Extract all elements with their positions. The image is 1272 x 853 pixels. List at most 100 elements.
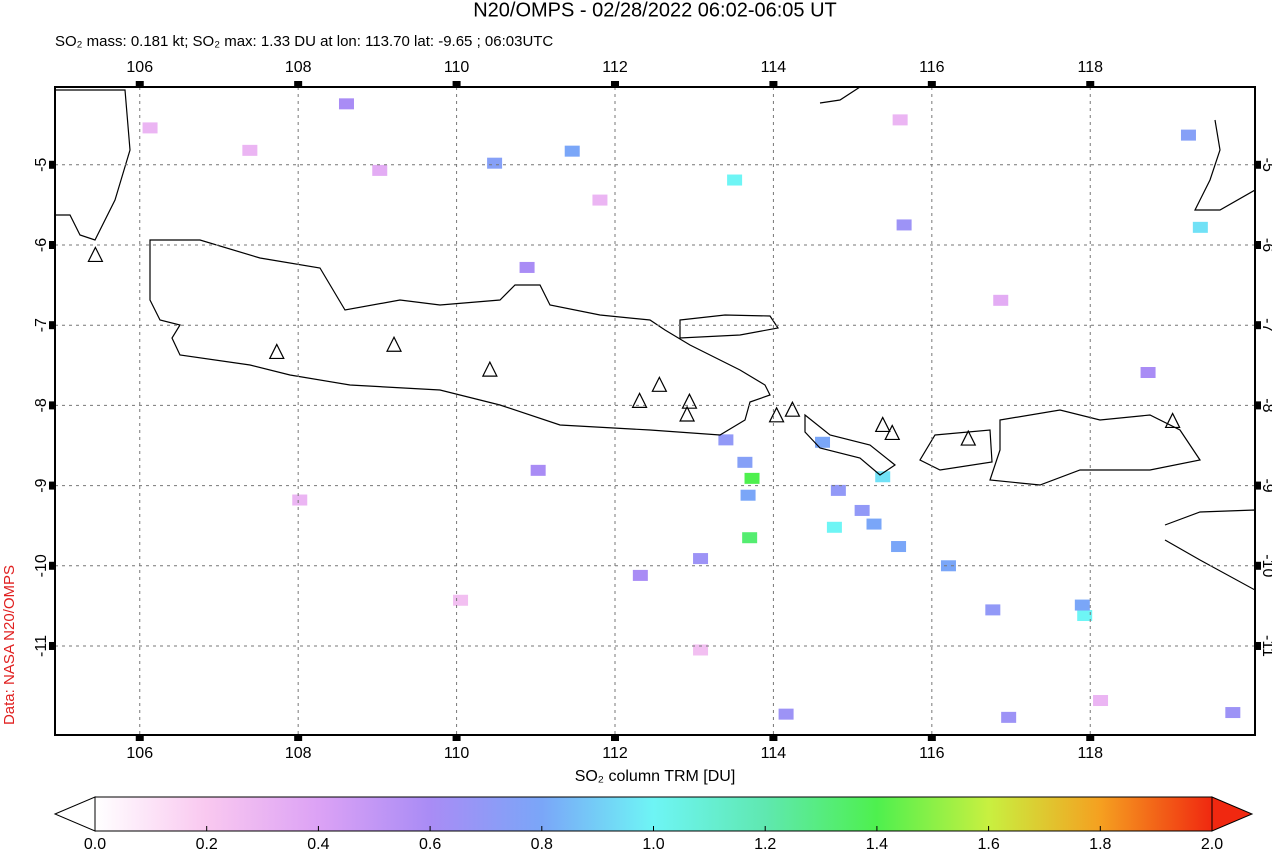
y-tick-label: -10 <box>1259 554 1272 577</box>
so2-pixel <box>453 594 469 606</box>
x-tick-label: 108 <box>285 59 312 76</box>
coastline-java <box>149 239 771 436</box>
volcano <box>768 406 785 423</box>
colorbar-tick-label: 1.6 <box>977 836 999 853</box>
so2-pixel <box>815 436 831 448</box>
volcano <box>386 335 402 352</box>
y-tick-label: -10 <box>33 554 50 577</box>
y-tick-label: -6 <box>33 238 50 252</box>
colorbar-tick-label: 1.0 <box>642 836 664 853</box>
so2-pixel <box>985 604 1001 616</box>
volcano <box>960 429 977 446</box>
colorbar-tick-label: 1.2 <box>754 836 776 853</box>
so2-pixel <box>693 553 709 565</box>
coastline-borneo <box>819 87 862 104</box>
volcano-layer <box>87 246 1181 446</box>
x-tick-label: 110 <box>444 59 470 76</box>
x-tick-label: 116 <box>919 745 945 762</box>
x-tick-label: 114 <box>761 745 787 762</box>
volcano <box>481 360 498 377</box>
colorbar <box>94 796 1213 832</box>
so2-pixel <box>519 261 535 273</box>
y-tick-label: -9 <box>33 478 50 492</box>
volcano <box>784 400 801 417</box>
colorbar-tick-label: 2.0 <box>1201 836 1223 853</box>
volcano <box>681 392 698 409</box>
colorbar-tick-label: 1.8 <box>1089 836 1111 853</box>
so2-pixel <box>744 472 760 484</box>
so2-pixel <box>487 157 503 169</box>
so2-pixel <box>891 541 907 553</box>
so2-pixel <box>1077 610 1093 622</box>
so2-pixel <box>1074 599 1090 611</box>
y-tick-label: -5 <box>33 158 50 172</box>
pixel-layer <box>142 98 1241 723</box>
colorbar-tick-label: 0.2 <box>196 836 218 853</box>
so2-pixel <box>632 569 648 581</box>
so2-pixel <box>940 560 956 572</box>
volcano <box>884 424 901 441</box>
x-tick-label: 112 <box>602 59 628 76</box>
so2-pixel <box>1225 707 1241 719</box>
so2-pixel <box>737 456 753 468</box>
volcano <box>268 343 285 360</box>
so2-pixel <box>896 219 912 231</box>
plot-area <box>55 87 1255 735</box>
x-tick-label: 118 <box>1077 745 1103 762</box>
colorbar-label: SO₂ column TRM [DU] <box>575 768 736 785</box>
coastline-lombok <box>919 429 993 471</box>
colorbar-tick-label: 1.4 <box>866 836 888 853</box>
x-tick-label: 112 <box>602 745 628 762</box>
volcano <box>87 246 104 263</box>
so2-pixel <box>830 484 846 496</box>
so2-pixel <box>592 194 608 206</box>
y-tick-label: -6 <box>1259 238 1272 252</box>
coastline-madura <box>679 314 780 339</box>
so2-pixel <box>292 494 308 506</box>
y-tick-label: -11 <box>33 635 50 657</box>
so2-pixel <box>1001 711 1017 723</box>
y-tick-label: -7 <box>33 318 50 332</box>
chart-title: N20/OMPS - 02/28/2022 06:02-06:05 UT <box>473 0 837 21</box>
so2-pixel <box>993 294 1009 306</box>
so2-pixel <box>742 532 758 544</box>
coastlines <box>55 87 1255 591</box>
so2-pixel <box>338 98 354 110</box>
so2-pixel <box>718 434 734 446</box>
grid-layer <box>55 87 1255 735</box>
colorbar-tick-label: 0.6 <box>419 836 441 853</box>
coastline-sulawesi <box>1194 87 1255 211</box>
so2-pixel <box>564 145 580 157</box>
y-tick-label: -8 <box>33 398 50 412</box>
so2-pixel <box>1140 367 1156 379</box>
so2-pixel <box>242 144 258 156</box>
coastline-flores <box>1164 509 1255 591</box>
coastline-sumatra <box>55 89 131 241</box>
so2-pixel <box>1192 221 1208 233</box>
so2-pixel <box>142 122 158 134</box>
so2-pixel <box>866 518 882 530</box>
y-tick-label: -11 <box>1259 635 1272 657</box>
y-tick-label: -5 <box>1259 158 1272 172</box>
so2-pixel <box>892 114 908 126</box>
volcano <box>631 392 648 408</box>
coastline-sumbawa <box>989 409 1201 486</box>
colorbar-tick-label: 0.0 <box>84 836 106 853</box>
volcano <box>651 375 668 392</box>
so2-pixel <box>372 164 388 176</box>
so2-pixel <box>727 174 743 186</box>
x-tick-label: 110 <box>444 745 470 762</box>
so2-pixel <box>530 464 546 476</box>
y-tick-label: -7 <box>1259 318 1272 332</box>
x-tick-label: 106 <box>126 745 153 762</box>
so2-pixel <box>740 489 756 501</box>
y-tick-label: -8 <box>1259 398 1272 412</box>
x-tick-label: 118 <box>1077 59 1103 76</box>
plot-frame <box>54 86 1256 736</box>
volcano <box>874 416 891 433</box>
volcano <box>679 405 696 422</box>
so2-pixel <box>875 471 891 483</box>
x-tick-label: 114 <box>761 59 787 76</box>
